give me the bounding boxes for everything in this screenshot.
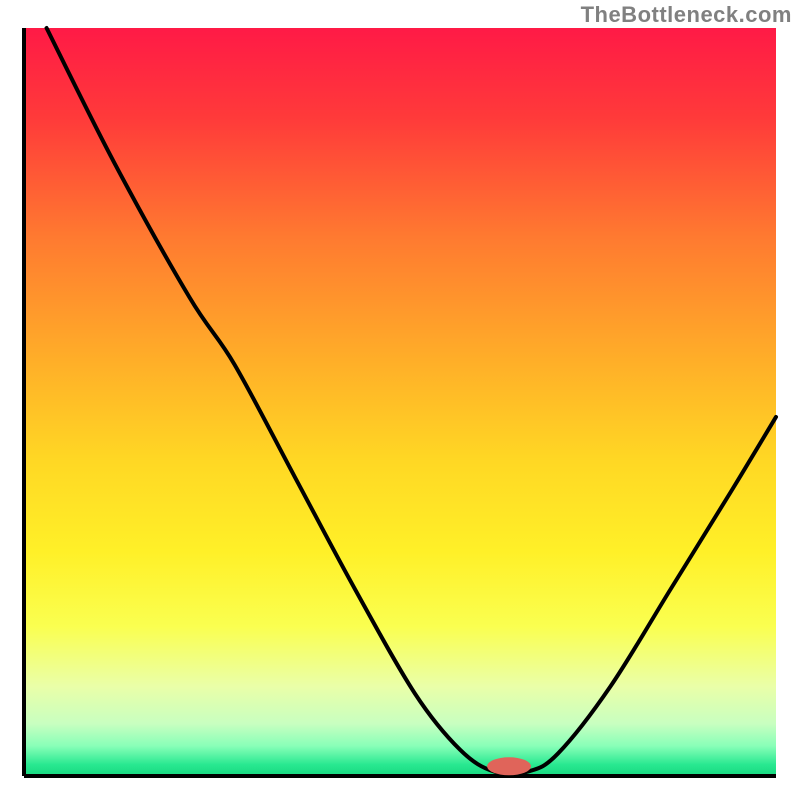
chart-container: TheBottleneck.com — [0, 0, 800, 800]
bottleneck-chart — [0, 0, 800, 800]
plot-background — [24, 28, 776, 776]
optimal-marker — [487, 757, 531, 775]
watermark-text: TheBottleneck.com — [581, 2, 792, 28]
